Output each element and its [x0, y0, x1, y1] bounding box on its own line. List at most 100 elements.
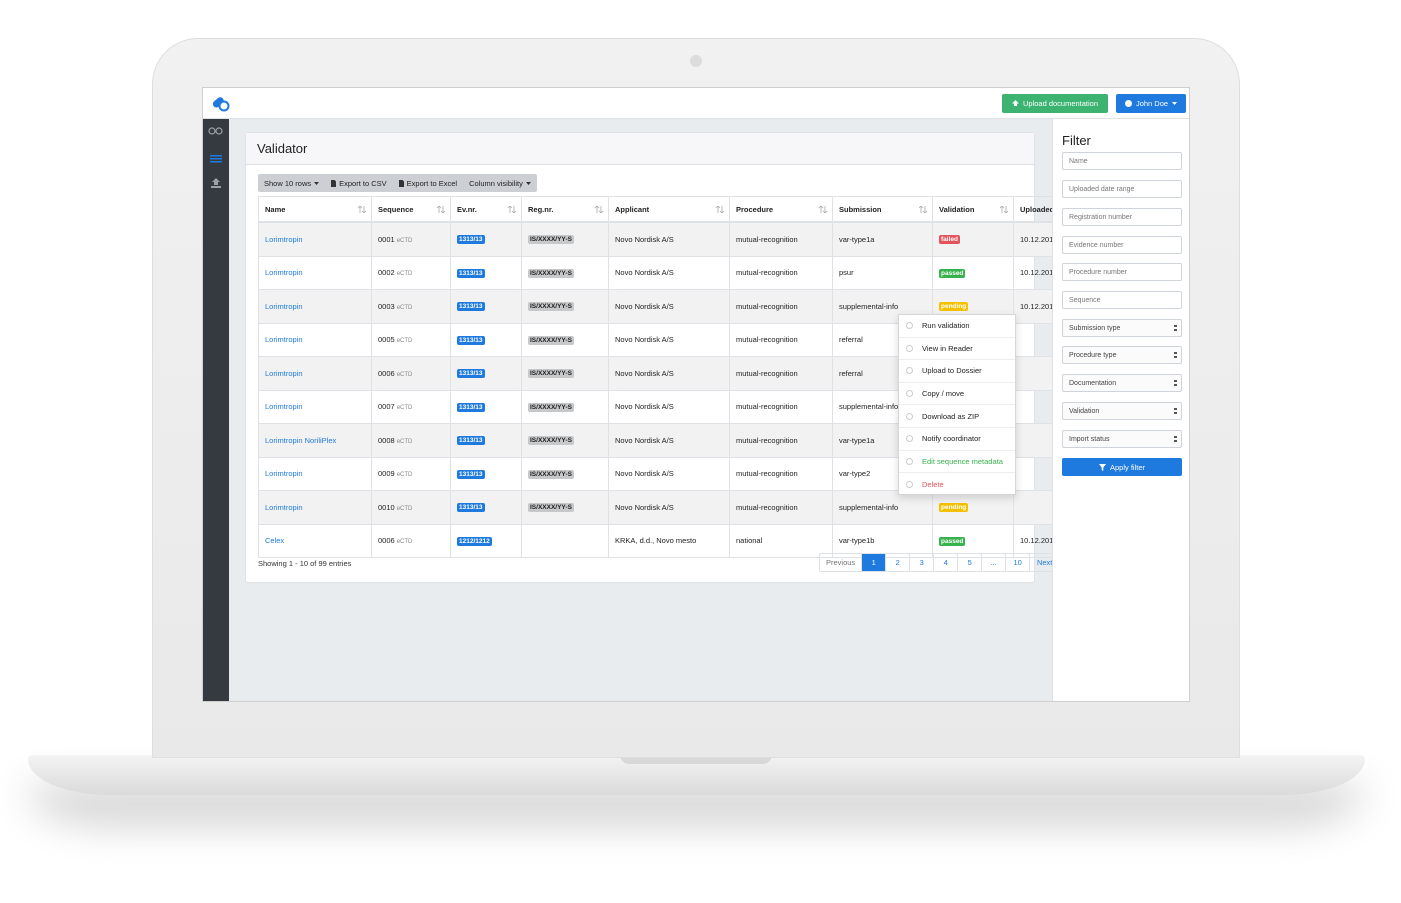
format: eCTD — [396, 237, 413, 244]
column-label: Sequence — [378, 204, 414, 214]
name-link[interactable]: Lorimtropin — [265, 335, 303, 345]
page-item[interactable]: 10 — [1006, 554, 1031, 571]
column-header[interactable]: Submission — [832, 196, 933, 223]
filter-select[interactable]: Validation — [1062, 402, 1182, 420]
column-header[interactable]: Name — [258, 196, 372, 223]
menu-item[interactable]: Delete — [899, 473, 1015, 496]
page-item[interactable]: Previous — [820, 554, 863, 571]
apply-filter-button[interactable]: Apply filter — [1062, 458, 1182, 476]
cell: 0001 eCTD — [371, 221, 451, 257]
toolbar-button[interactable]: Show 10 rows — [258, 174, 325, 192]
doc-icon — [398, 179, 404, 187]
column-header[interactable]: Procedure — [729, 196, 833, 223]
badge: 1313/13 — [457, 469, 485, 479]
page-item[interactable]: 2 — [886, 554, 911, 571]
cell: Lorimtropin — [258, 289, 372, 324]
cell: 1313/13 — [450, 221, 522, 257]
cell: 1313/13 — [450, 255, 522, 290]
filter-input[interactable]: Evidence number — [1062, 236, 1182, 254]
sort-icon — [358, 206, 366, 213]
name-link[interactable]: Celex — [265, 536, 285, 546]
format: eCTD — [396, 539, 413, 546]
page-item[interactable]: 1 — [862, 554, 887, 571]
badge: pending — [939, 302, 969, 312]
cell: mutual-recognition — [729, 389, 833, 424]
filter-input[interactable]: Registration number — [1062, 208, 1182, 226]
menu-item[interactable]: Copy / move — [899, 383, 1015, 406]
filter-select[interactable]: Procedure type — [1062, 346, 1182, 364]
cell: mutual-recognition — [729, 322, 833, 357]
cell: 0005 eCTD — [371, 322, 451, 357]
filter-select[interactable]: Import status — [1062, 430, 1182, 448]
badge: IS/XXXX/YY-S — [528, 268, 574, 278]
menu-label: Run validation — [922, 321, 970, 331]
logo[interactable] — [210, 94, 232, 112]
menu-item[interactable]: Run validation — [899, 315, 1015, 338]
toolbar-button[interactable]: Export to Excel — [393, 174, 463, 192]
page-item[interactable]: ... — [982, 554, 1007, 571]
name-link[interactable]: Lorimtropin — [265, 469, 303, 479]
filter-select[interactable]: Submission type — [1062, 319, 1182, 337]
cell: mutual-recognition — [729, 456, 833, 491]
cell: 1313/13 — [450, 356, 522, 391]
page-item[interactable]: 3 — [910, 554, 935, 571]
laptop-notch — [620, 755, 772, 764]
cell: IS/XXXX/YY-S — [521, 289, 609, 324]
menu-item[interactable]: Upload to Dossier — [899, 360, 1015, 383]
filter-input[interactable]: Uploaded date range — [1062, 180, 1182, 198]
name-link[interactable]: Lorimtropin — [265, 502, 303, 512]
page-item[interactable]: 4 — [934, 554, 959, 571]
name-link[interactable]: Lorimtropin — [265, 301, 303, 311]
cell: national — [729, 523, 833, 558]
name-link[interactable]: Lorimtropin — [265, 268, 303, 278]
navbar: Upload documentation John Doe — [203, 88, 1189, 119]
cell: 0010 eCTD — [371, 490, 451, 525]
name-link[interactable]: Lorimtropin — [265, 402, 303, 412]
user-button[interactable]: John Doe — [1116, 94, 1186, 113]
column-header[interactable]: Validation — [932, 196, 1014, 223]
upload-button[interactable]: Upload documentation — [1002, 94, 1108, 113]
cell: IS/XXXX/YY-S — [521, 456, 609, 491]
column-header[interactable]: Applicant — [608, 196, 730, 223]
column-label: Name — [265, 204, 286, 214]
menu-item[interactable]: Download as ZIP — [899, 405, 1015, 428]
caret — [525, 181, 531, 185]
name-link[interactable]: Lorimtropin — [265, 234, 303, 244]
cell: 0009 eCTD — [371, 456, 451, 491]
column-header[interactable]: Sequence — [371, 196, 451, 223]
filter-input[interactable]: Name — [1062, 152, 1182, 170]
badge: pending — [939, 503, 969, 513]
name-link[interactable]: Lorimtropin NoriliPlex — [265, 435, 337, 445]
cell: Lorimtropin — [258, 322, 372, 357]
badge: 1313/13 — [457, 268, 485, 278]
column-header[interactable]: Reg.nr. — [521, 196, 609, 223]
page-item[interactable]: 5 — [958, 554, 983, 571]
filter-input[interactable]: Procedure number — [1062, 263, 1182, 281]
menu-item[interactable]: Notify coordinator — [899, 428, 1015, 451]
sort-icon — [437, 206, 445, 213]
menu-item[interactable]: Edit sequence metadata — [899, 451, 1015, 474]
cell: 0002 eCTD — [371, 255, 451, 290]
column-header[interactable]: Ev.nr. — [450, 196, 522, 223]
cell: Lorimtropin — [258, 255, 372, 290]
cell: Novo Nordisk A/S — [608, 255, 730, 290]
page-item[interactable]: Next — [1036, 558, 1053, 567]
column-label: Reg.nr. — [528, 204, 554, 214]
menu-icon — [906, 390, 913, 398]
actions-menu: Run validation View in Reader Upload to Do… — [898, 314, 1016, 495]
cell: Lorimtropin — [258, 490, 372, 525]
name-link[interactable]: Lorimtropin — [265, 368, 303, 378]
menu-icon — [906, 480, 913, 488]
menu-label: Download as ZIP — [922, 411, 980, 421]
apply-label: Apply filter — [1109, 462, 1145, 472]
menu-item[interactable]: View in Reader — [899, 338, 1015, 361]
column-label: Ev.nr. — [457, 204, 477, 214]
toolbar-button[interactable]: Column visibility — [463, 174, 537, 192]
sidebar-icons[interactable] — [208, 125, 224, 195]
filter-select[interactable]: Documentation — [1062, 374, 1182, 392]
toolbar-button[interactable]: Export to CSV — [325, 174, 393, 192]
cell: passed — [932, 523, 1014, 558]
toolbar-label: Show 10 rows — [264, 178, 312, 188]
doc-icon — [331, 179, 337, 187]
filter-input[interactable]: Sequence — [1062, 291, 1182, 309]
